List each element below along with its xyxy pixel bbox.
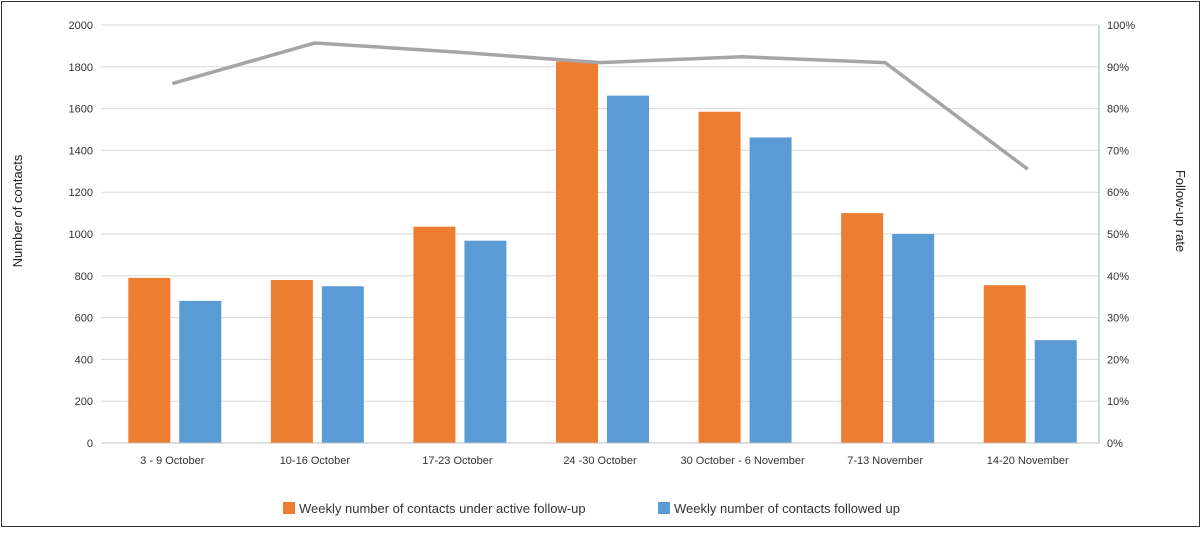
y-tick-label: 2000 (69, 20, 93, 32)
bars-group (128, 61, 1077, 444)
legend: Weekly number of contacts under active f… (283, 501, 900, 516)
bar-followed-up (179, 300, 222, 443)
x-category-label: 30 October - 6 November (681, 455, 805, 467)
legend-label-active: Weekly number of contacts under active f… (299, 501, 586, 516)
bar-followed-up (1034, 340, 1077, 443)
y2-tick-label: 30% (1107, 313, 1129, 325)
y-tick-label: 800 (75, 271, 93, 283)
bar-active-followup (698, 111, 741, 444)
y-tick-label: 1000 (69, 229, 93, 241)
category-labels: 3 - 9 October 10-16 October 17-23 October 2… (140, 455, 1069, 467)
bar-active-followup (556, 61, 598, 443)
y2-tick-label: 60% (1107, 187, 1129, 199)
bar-followed-up (321, 286, 364, 443)
follow-up-rate-line (171, 41, 1029, 171)
legend-label-followed: Weekly number of contacts followed up (674, 501, 900, 516)
gridlines (101, 24, 1099, 402)
bar-active-followup (983, 285, 1026, 443)
x-category-label: 14-20 November (987, 455, 1069, 467)
x-category-label: 17-23 October (422, 455, 493, 467)
y2-tick-label: 10% (1107, 396, 1129, 408)
y2-tick-label: 80% (1107, 104, 1129, 116)
y2-tick-label: 40% (1107, 271, 1129, 283)
bar-active-followup (413, 226, 456, 443)
bar-active-followup (841, 213, 884, 443)
bar-active-followup (270, 279, 313, 443)
y-tick-label: 200 (75, 396, 93, 408)
y2-tick-label: 0% (1107, 438, 1123, 450)
y-tick-label: 400 (75, 354, 93, 366)
x-category-label: 3 - 9 October (140, 455, 205, 467)
y-tick-label: 1400 (69, 145, 93, 157)
y-tick-label: 1800 (69, 62, 93, 74)
x-category-label: 7-13 November (847, 455, 923, 467)
y2-tick-label: 50% (1107, 229, 1129, 241)
y2-tick-label: 70% (1107, 145, 1129, 157)
y2-tick-label: 100% (1107, 20, 1135, 32)
x-category-label: 24 -30 October (563, 455, 637, 467)
y2-axis-title: Follow-up rate (1173, 170, 1188, 252)
y2-tick-label: 20% (1107, 354, 1129, 366)
y2-tick-label: 90% (1107, 62, 1129, 74)
tick-labels: 0 200 400 600 800 1000 1200 1400 1600 1800 2000 0% 1… (69, 20, 1136, 450)
y-axis-title: Number of contacts (10, 154, 25, 267)
y-tick-label: 600 (75, 313, 93, 325)
x-category-label: 10-16 October (280, 455, 351, 467)
bar-followed-up (892, 234, 935, 443)
legend-swatch-followed (658, 502, 670, 514)
bar-followed-up (749, 137, 792, 443)
y-tick-label: 0 (87, 438, 93, 450)
legend-swatch-active (283, 502, 295, 514)
bar-followed-up (607, 95, 649, 443)
bar-active-followup (128, 277, 171, 443)
y-tick-label: 1600 (69, 104, 93, 116)
rate-line-group (171, 41, 1029, 171)
bar-followed-up (464, 240, 507, 443)
axes-group (101, 25, 1100, 444)
y-tick-label: 1200 (69, 187, 93, 199)
